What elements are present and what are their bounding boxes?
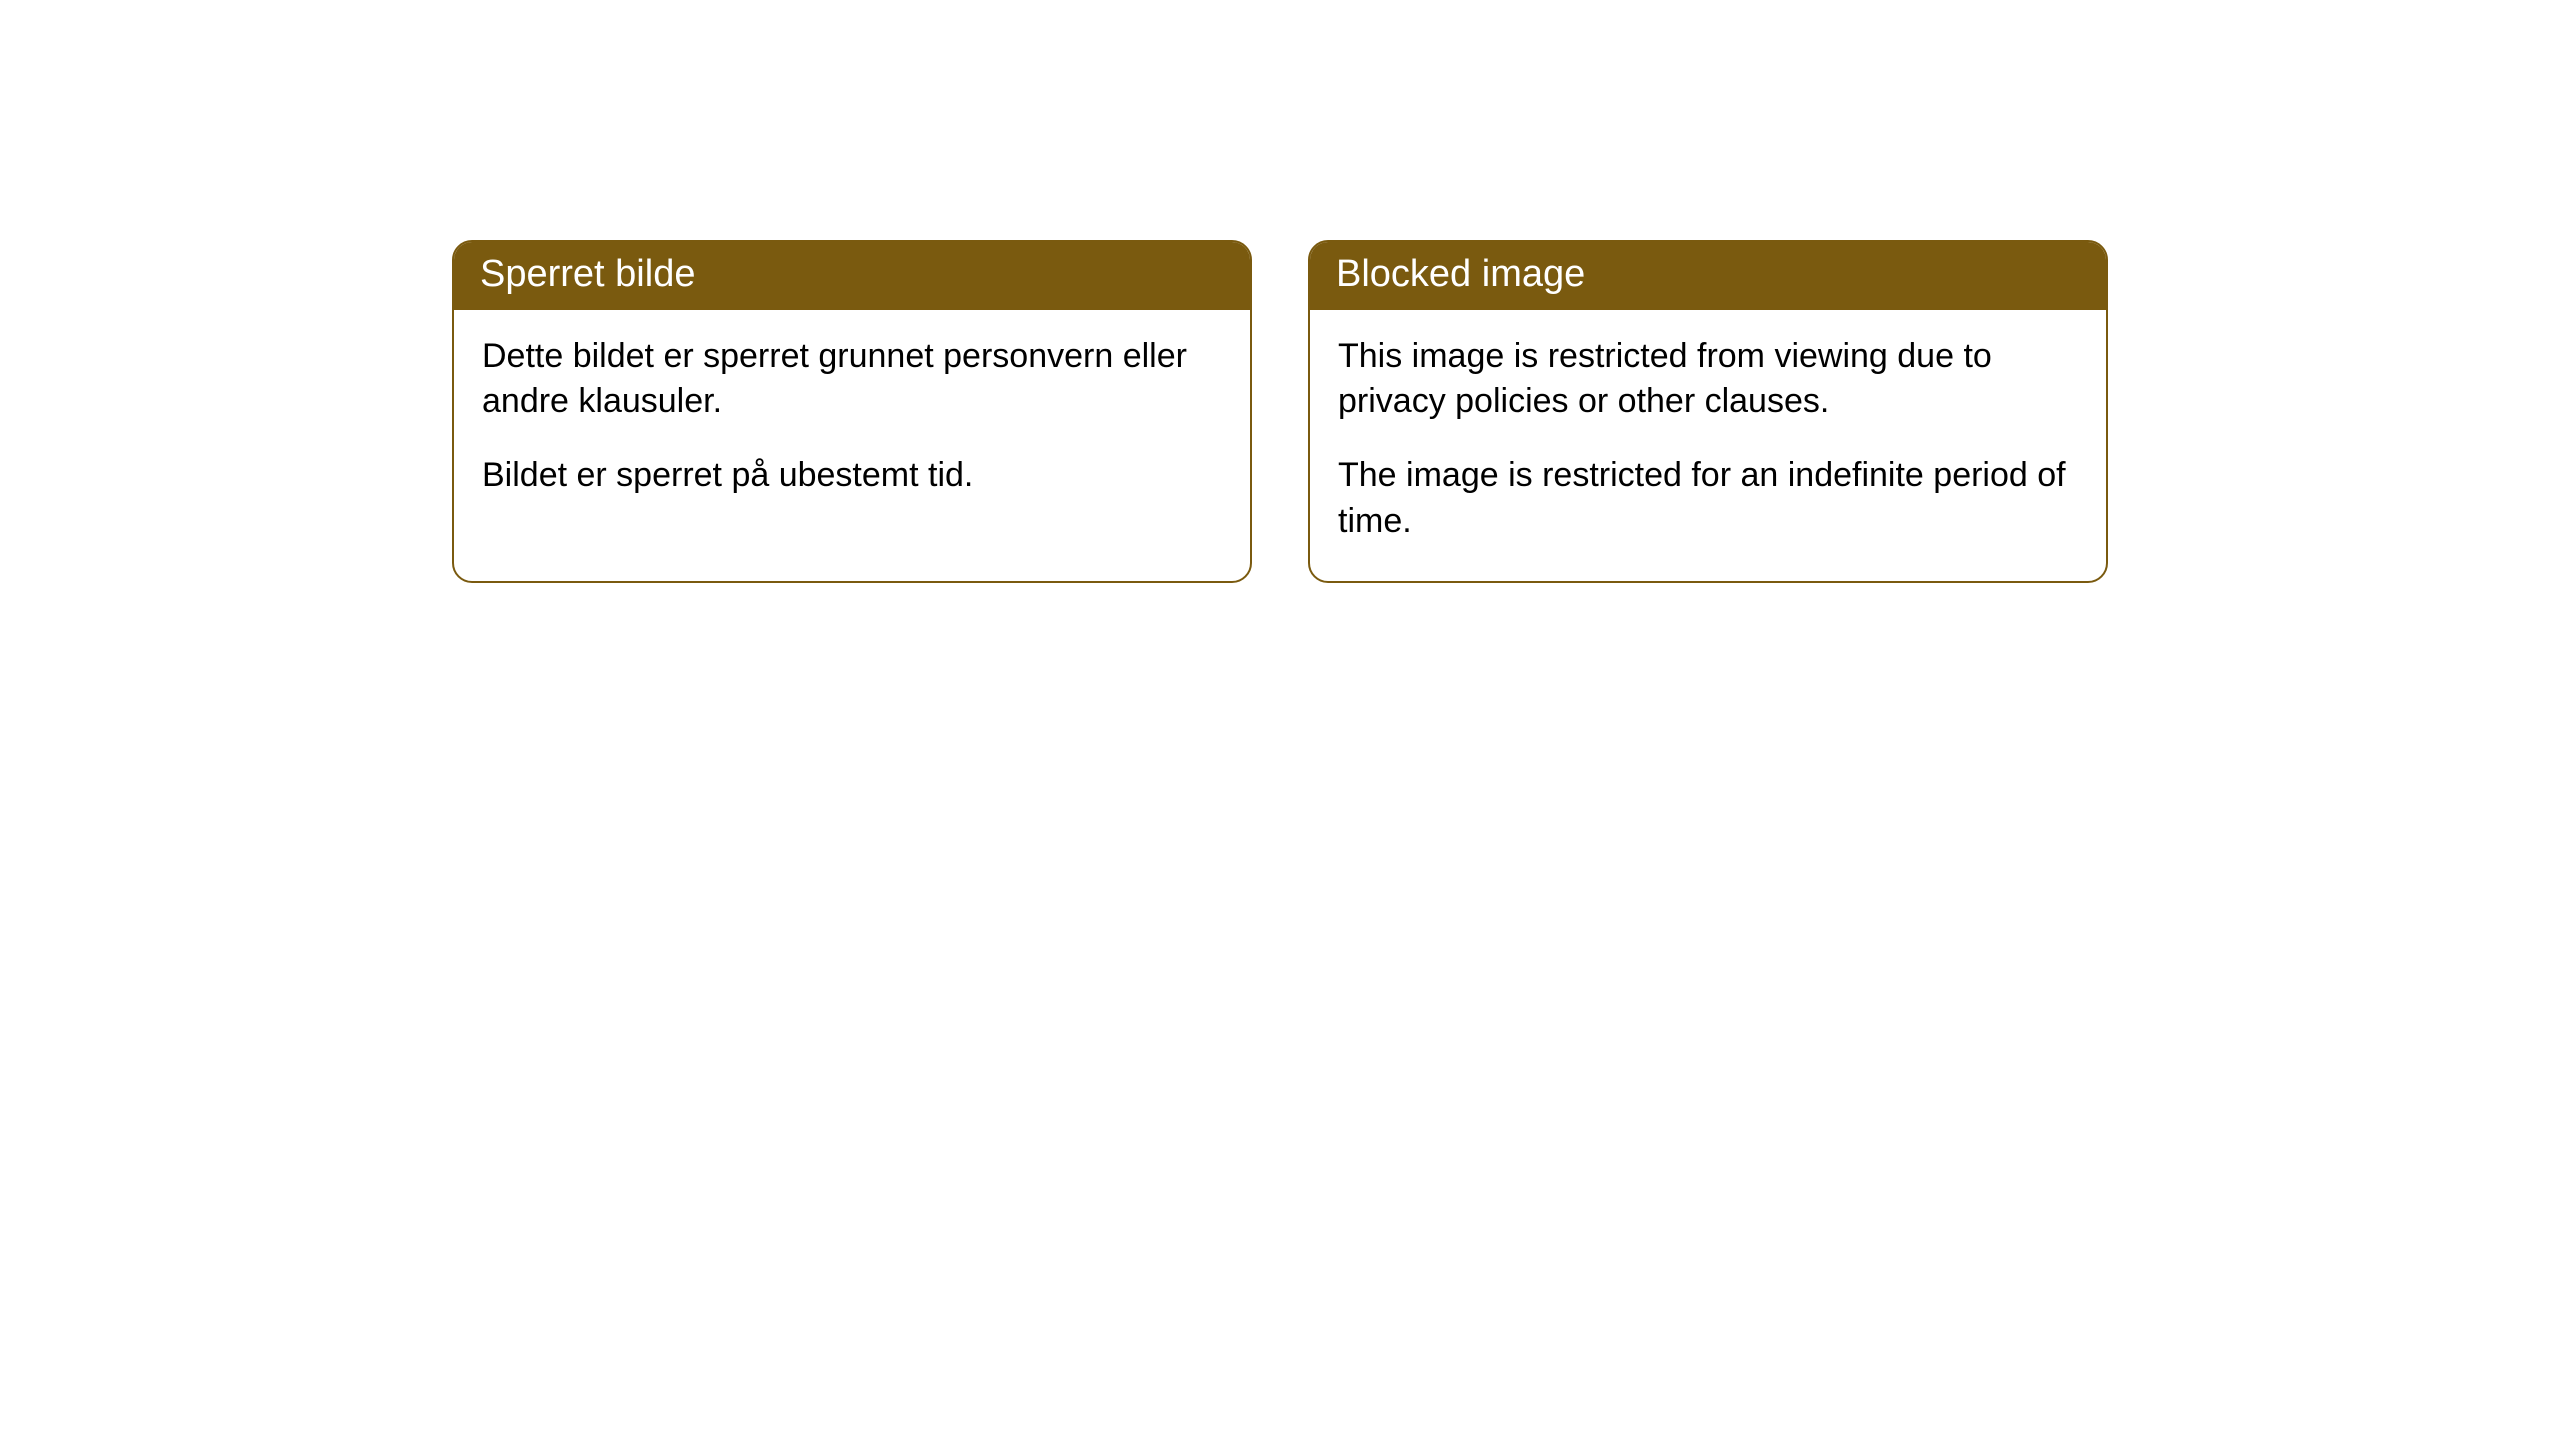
card-para1-english: This image is restricted from viewing du… [1338, 334, 2078, 426]
cards-container: Sperret bilde Dette bildet er sperret gr… [0, 240, 2560, 583]
card-body-english: This image is restricted from viewing du… [1310, 310, 2106, 582]
card-header-english: Blocked image [1310, 242, 2106, 310]
card-para2-norwegian: Bildet er sperret på ubestemt tid. [482, 453, 1222, 499]
blocked-image-card-english: Blocked image This image is restricted f… [1308, 240, 2108, 583]
card-para1-norwegian: Dette bildet er sperret grunnet personve… [482, 334, 1222, 426]
card-header-norwegian: Sperret bilde [454, 242, 1250, 310]
blocked-image-card-norwegian: Sperret bilde Dette bildet er sperret gr… [452, 240, 1252, 583]
card-para2-english: The image is restricted for an indefinit… [1338, 453, 2078, 545]
card-body-norwegian: Dette bildet er sperret grunnet personve… [454, 310, 1250, 536]
